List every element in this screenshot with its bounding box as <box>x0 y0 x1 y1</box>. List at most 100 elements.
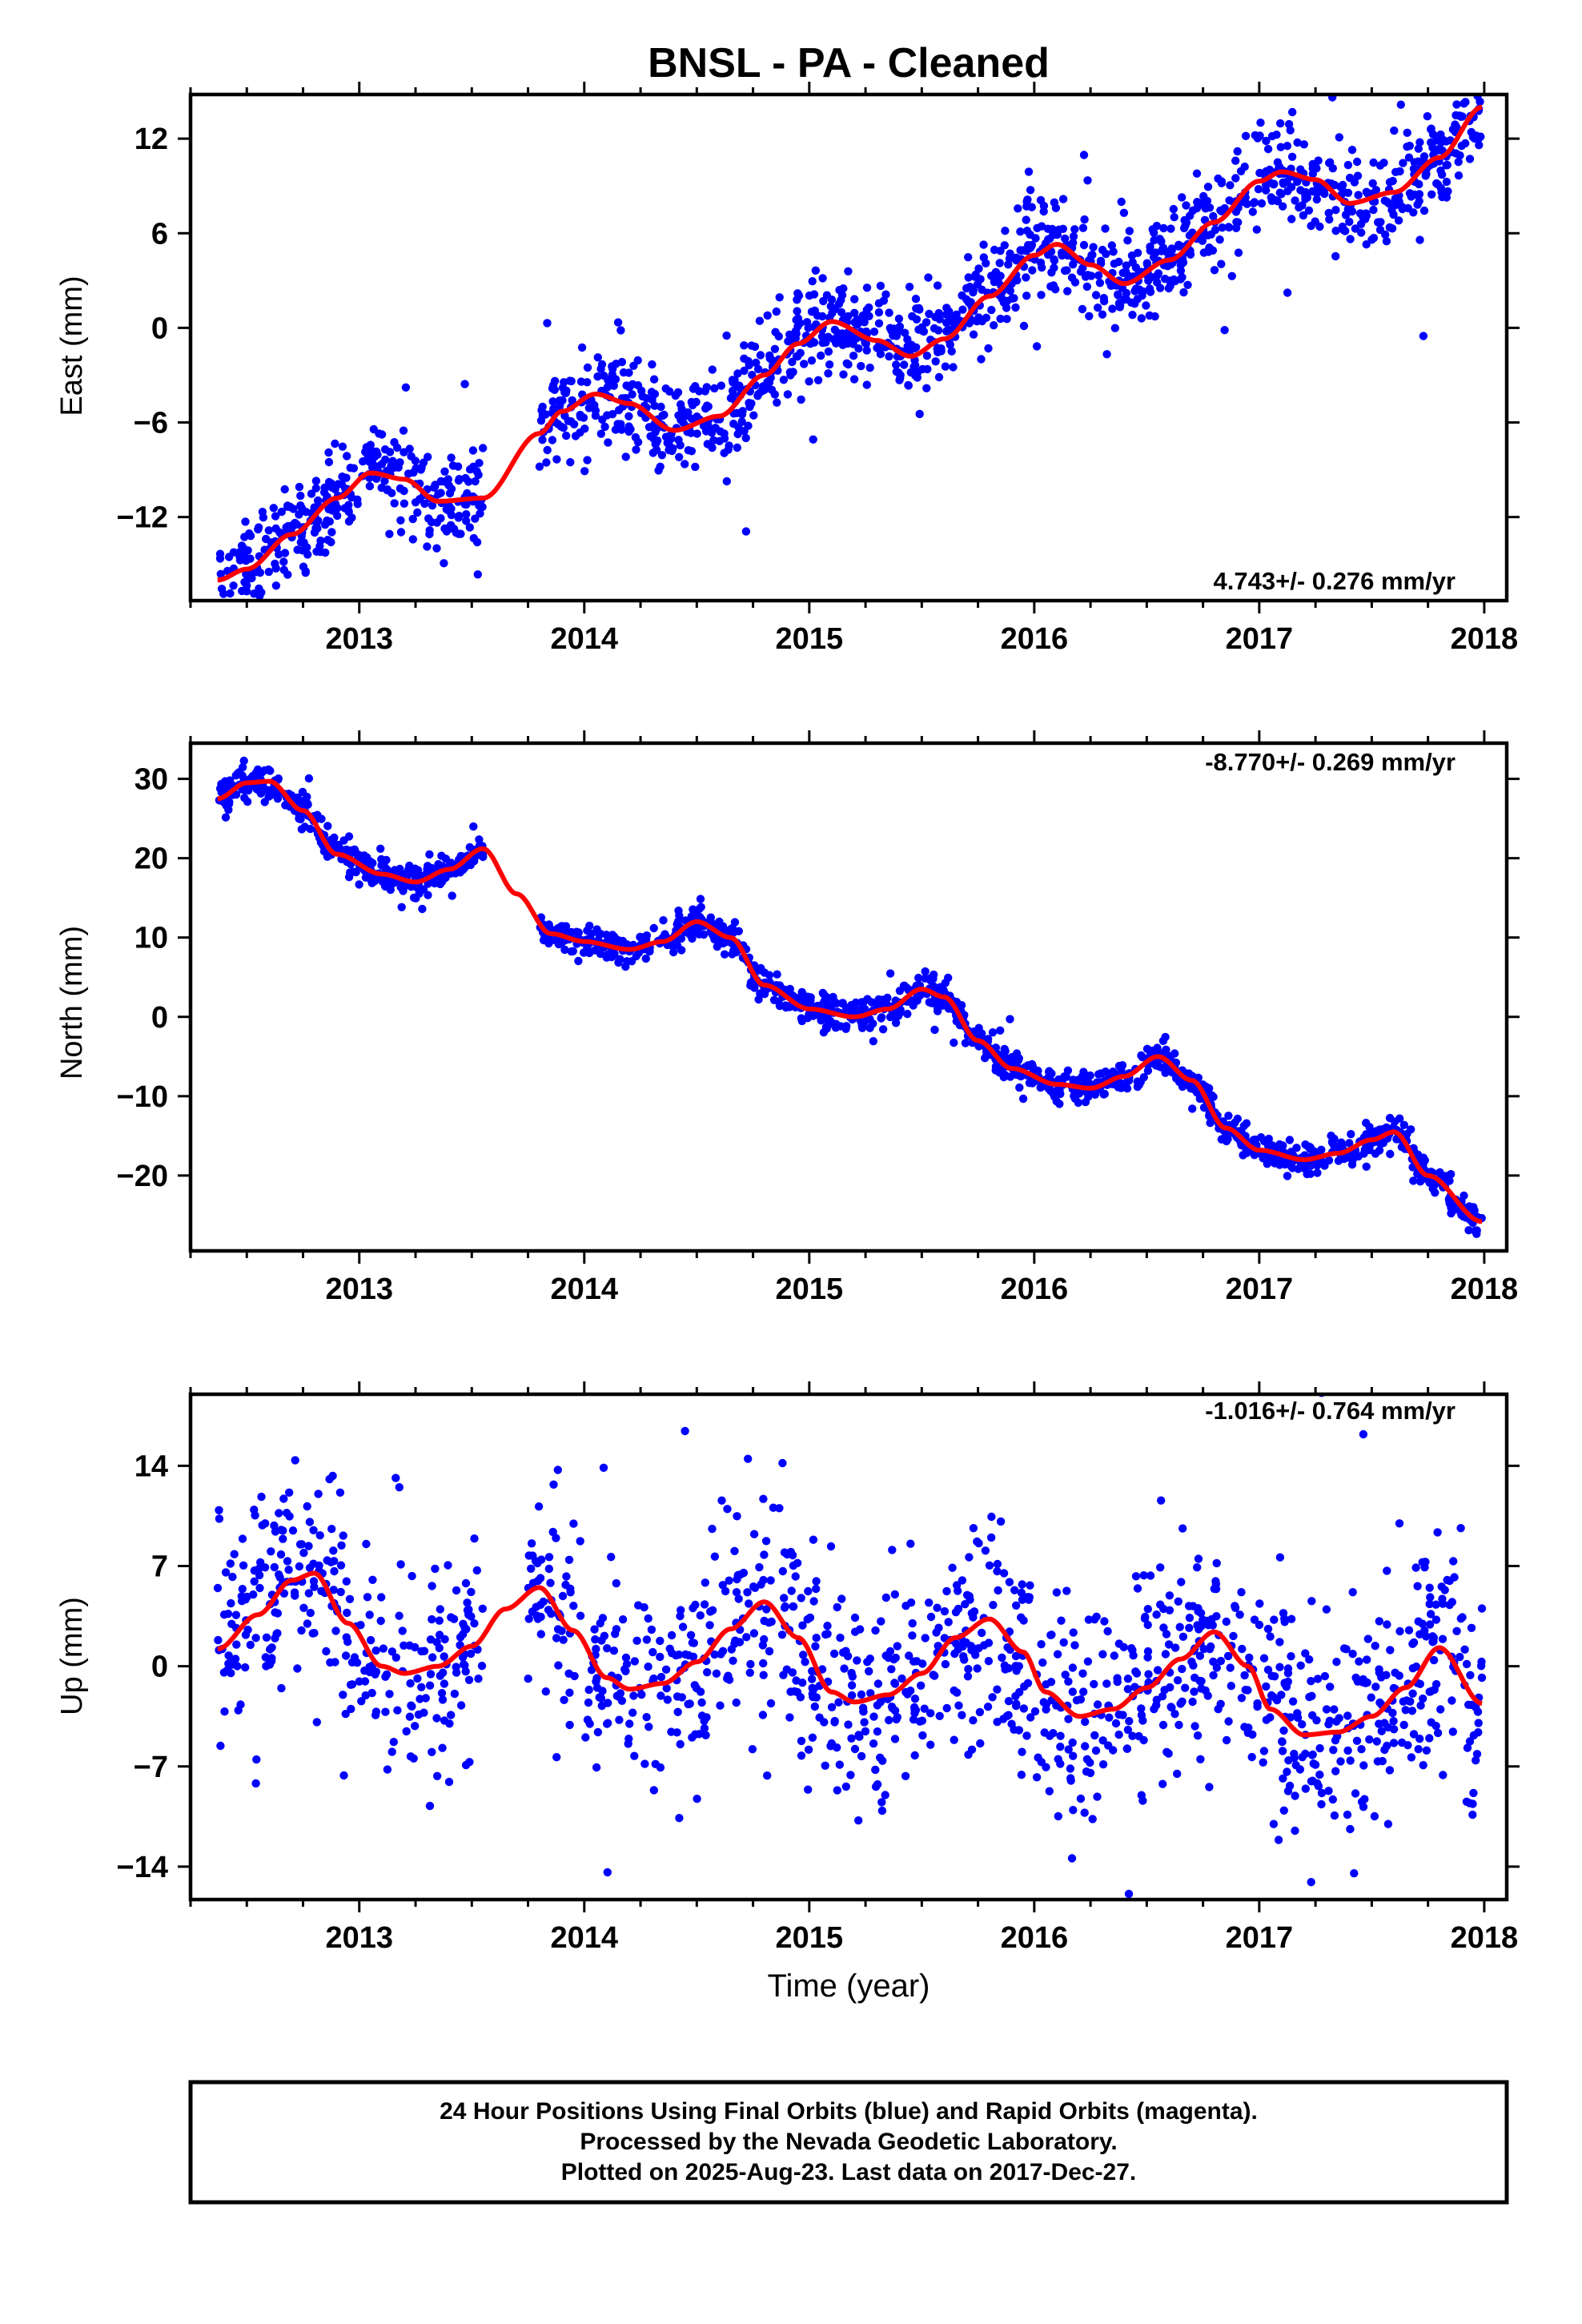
east-data-point <box>1063 287 1072 296</box>
up-data-point <box>371 1707 381 1716</box>
up-data-point <box>869 1712 878 1721</box>
up-data-point <box>1476 1662 1486 1671</box>
up-data-point <box>941 1659 950 1669</box>
east-data-point <box>365 481 375 491</box>
up-data-point <box>1472 1756 1480 1765</box>
up-data-point <box>1331 1736 1340 1745</box>
east-data-point <box>240 533 249 541</box>
east-data-point <box>608 364 617 373</box>
up-data-point <box>954 1701 963 1710</box>
east-data-point <box>1070 225 1079 234</box>
east-data-point <box>925 309 934 319</box>
east-data-point <box>241 517 250 526</box>
east-data-point <box>1415 235 1424 244</box>
east-data-point <box>1314 156 1323 165</box>
east-data-point <box>750 342 760 352</box>
up-data-point <box>735 1638 745 1647</box>
north-data-point <box>329 836 338 846</box>
east-data-point <box>465 523 474 532</box>
east-data-point <box>455 512 464 521</box>
east-data-point <box>1371 186 1381 195</box>
east-data-point <box>1423 112 1432 121</box>
east-data-point <box>802 318 812 327</box>
up-data-point <box>777 1630 787 1639</box>
up-data-point <box>637 1690 646 1699</box>
east-data-point <box>310 528 319 537</box>
east-data-point <box>1170 213 1178 222</box>
up-data-point <box>1307 1677 1315 1686</box>
north-data-point <box>863 995 872 1003</box>
north-data-point <box>804 992 813 1001</box>
east-data-point <box>1243 199 1251 208</box>
east-data-point <box>1452 123 1461 131</box>
up-data-point <box>1070 1641 1079 1650</box>
north-data-point <box>437 851 446 860</box>
east-data-point <box>792 316 801 324</box>
north-data-point <box>746 981 755 990</box>
up-data-point <box>1436 1705 1445 1714</box>
up-data-point <box>600 1631 609 1640</box>
up-data-point <box>1375 1617 1384 1626</box>
east-data-point <box>1127 251 1137 260</box>
east-data-point <box>797 395 805 404</box>
up-data-point <box>696 1611 705 1620</box>
east-data-point <box>1427 190 1436 199</box>
east-data-point <box>385 529 394 538</box>
up-data-point <box>1286 1713 1295 1722</box>
north-data-point <box>475 835 484 844</box>
up-data-point <box>440 1679 449 1688</box>
east-data-point <box>1254 185 1263 194</box>
up-data-point <box>408 1571 416 1581</box>
up-data-point <box>1298 1720 1307 1729</box>
up-data-point <box>746 1659 755 1669</box>
up-data-point <box>598 1614 608 1622</box>
up-data-point <box>421 1694 430 1703</box>
east-data-point <box>1001 227 1010 235</box>
up-data-point <box>1122 1744 1132 1753</box>
east-data-point <box>996 247 1005 255</box>
up-data-point <box>725 1576 733 1585</box>
up-data-point <box>564 1555 574 1565</box>
up-data-point <box>1185 1623 1194 1633</box>
east-data-point <box>1019 321 1029 331</box>
north-data-point <box>1014 1054 1024 1063</box>
up-data-point <box>1237 1694 1247 1703</box>
up-data-point <box>665 1644 674 1653</box>
east-data-point <box>442 527 452 536</box>
north-data-point <box>869 1019 877 1028</box>
east-data-point <box>1114 291 1122 300</box>
east-data-point <box>1362 187 1371 196</box>
up-data-point <box>628 1708 637 1717</box>
east-data-point <box>710 384 719 393</box>
east-data-point <box>1058 251 1066 260</box>
east-data-point <box>362 443 371 452</box>
east-data-point <box>472 467 481 476</box>
north-data-point <box>1347 1160 1357 1169</box>
east-data-point <box>465 465 475 474</box>
east-data-point <box>535 462 544 471</box>
east-data-point <box>561 388 570 397</box>
north-data-point <box>347 846 355 855</box>
east-data-point <box>838 340 847 349</box>
up-data-point <box>1440 1586 1449 1594</box>
east-data-point <box>921 318 931 327</box>
north-data-point <box>673 941 682 950</box>
up-data-point <box>1330 1705 1339 1714</box>
east-data-point <box>1262 167 1271 176</box>
east-data-point <box>1252 225 1262 234</box>
east-data-point <box>1005 254 1014 263</box>
east-data-point <box>756 351 765 360</box>
east-data-point <box>471 514 480 523</box>
east-data-point <box>293 545 302 554</box>
up-data-point <box>431 1564 440 1574</box>
east-data-point <box>591 411 600 420</box>
east-data-point <box>1347 146 1357 155</box>
up-data-point <box>275 1509 283 1518</box>
up-data-point <box>1409 1730 1419 1739</box>
east-data-point <box>619 368 628 377</box>
north-data-point <box>377 861 386 870</box>
up-data-point <box>1124 1889 1134 1899</box>
up-data-point <box>417 1683 426 1691</box>
east-data-point <box>576 377 586 386</box>
east-data-point <box>857 361 865 371</box>
